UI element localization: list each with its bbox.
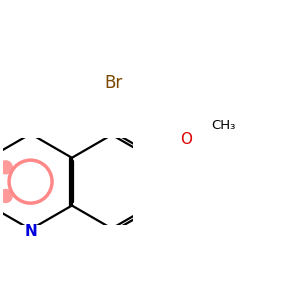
Text: N: N: [24, 224, 37, 239]
Circle shape: [0, 189, 13, 203]
Text: Br: Br: [104, 74, 122, 92]
Text: CH₃: CH₃: [212, 119, 236, 132]
Text: O: O: [180, 132, 192, 147]
Circle shape: [0, 160, 13, 175]
